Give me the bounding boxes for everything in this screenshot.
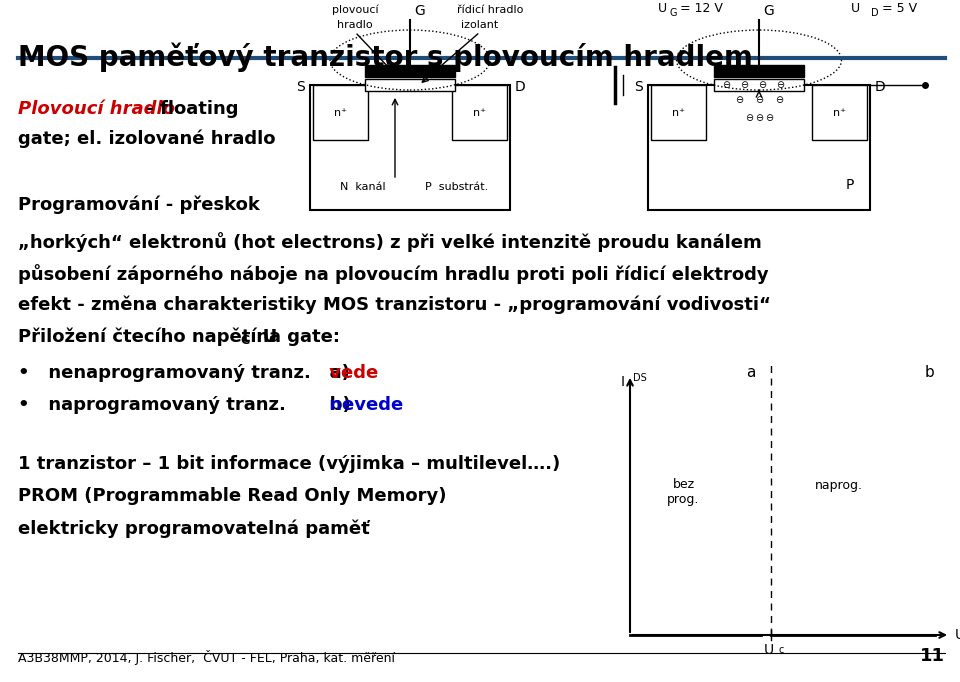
Text: efekt - změna charakteristiky MOS tranzistoru - „programování vodivosti“: efekt - změna charakteristiky MOS tranzi… — [18, 296, 771, 314]
Text: Programování - přeskok: Programování - přeskok — [18, 195, 260, 213]
Text: působení záporného náboje na plovoucím hradlu proti poli řídicí elektrody: působení záporného náboje na plovoucím h… — [18, 264, 769, 284]
Text: ⊖: ⊖ — [755, 95, 763, 105]
Text: D: D — [871, 8, 878, 18]
Bar — [714, 65, 804, 77]
Text: Přiložení čtecího napětí U: Přiložení čtecího napětí U — [18, 328, 277, 346]
Text: vede: vede — [323, 364, 378, 382]
Text: ⊖: ⊖ — [735, 95, 743, 105]
Bar — [714, 79, 804, 91]
Text: U: U — [955, 628, 960, 642]
Text: plovoucí: plovoucí — [332, 5, 378, 15]
Text: izolant: izolant — [462, 20, 498, 30]
Text: naprog.: naprog. — [815, 479, 863, 492]
Text: = 12 V: = 12 V — [676, 2, 723, 15]
Text: ⊖: ⊖ — [758, 80, 766, 90]
Text: ⊖: ⊖ — [745, 113, 753, 123]
Text: ⊖: ⊖ — [755, 113, 763, 123]
Bar — [648, 85, 870, 210]
Text: = 5 V: = 5 V — [878, 2, 917, 15]
Text: nevede: nevede — [323, 396, 403, 414]
Text: prog.: prog. — [667, 492, 700, 505]
Text: n⁺: n⁺ — [473, 108, 486, 117]
Text: c: c — [779, 645, 784, 655]
Text: D: D — [515, 80, 526, 94]
Text: řídicí hradlo: řídicí hradlo — [457, 5, 523, 15]
Text: DS: DS — [633, 373, 647, 383]
Text: G: G — [669, 8, 677, 18]
Text: „horkých“ elektronů (hot electrons) z při velké intenzitě proudu kanálem: „horkých“ elektronů (hot electrons) z př… — [18, 232, 761, 252]
Text: 1 tranzistor – 1 bit informace (výjimka – multilevel….): 1 tranzistor – 1 bit informace (výjimka … — [18, 455, 561, 473]
Text: I: I — [621, 375, 625, 389]
Text: ⊖: ⊖ — [776, 80, 784, 90]
Text: n⁺: n⁺ — [334, 108, 347, 117]
Text: MOS paměťový tranzistor s plovoucím hradlem: MOS paměťový tranzistor s plovoucím hrad… — [18, 42, 753, 72]
Text: U: U — [764, 643, 774, 657]
Text: ⊖: ⊖ — [775, 95, 783, 105]
Bar — [365, 65, 455, 77]
Text: •   nenaprogramovaný tranz.   a): • nenaprogramovaný tranz. a) — [18, 364, 349, 382]
Text: PROM (Programmable Read Only Memory): PROM (Programmable Read Only Memory) — [18, 487, 446, 505]
Text: U: U — [851, 2, 860, 15]
Text: hradlo: hradlo — [337, 20, 372, 30]
Text: bez: bez — [672, 479, 695, 492]
Text: gate; el. izolované hradlo: gate; el. izolované hradlo — [18, 130, 276, 149]
Text: G: G — [414, 4, 424, 18]
Text: 11: 11 — [920, 647, 945, 665]
Text: b: b — [925, 365, 935, 380]
Text: n⁺: n⁺ — [672, 108, 685, 117]
Text: - floating: - floating — [140, 100, 238, 118]
Text: ⊖: ⊖ — [722, 80, 730, 90]
Text: N  kanál: N kanál — [340, 182, 386, 192]
Text: S: S — [635, 80, 643, 94]
Text: ⊖: ⊖ — [740, 80, 748, 90]
Bar — [651, 85, 706, 140]
Bar — [452, 85, 507, 140]
Text: G: G — [763, 4, 774, 18]
Text: na gate:: na gate: — [250, 328, 340, 346]
Text: elektricky programovatelná paměť: elektricky programovatelná paměť — [18, 519, 370, 537]
Text: U: U — [658, 2, 667, 15]
Text: C: C — [240, 334, 250, 347]
Text: D: D — [875, 80, 886, 94]
Text: n⁺: n⁺ — [833, 108, 846, 117]
Bar — [365, 79, 455, 91]
Text: ⊖: ⊖ — [765, 113, 773, 123]
Text: •   naprogramovaný tranz.       b): • naprogramovaný tranz. b) — [18, 396, 350, 414]
Text: P: P — [846, 178, 854, 192]
Text: P  substrát.: P substrát. — [425, 182, 489, 192]
Bar — [310, 85, 510, 210]
Bar — [313, 85, 368, 140]
Text: a: a — [746, 365, 756, 380]
Text: Plovoucí hradlo: Plovoucí hradlo — [18, 100, 175, 118]
Bar — [812, 85, 867, 140]
Text: S: S — [297, 80, 305, 94]
Text: A3B38MMP, 2014, J. Fischer,  ČVUT - FEL, Praha, kat. měření: A3B38MMP, 2014, J. Fischer, ČVUT - FEL, … — [18, 650, 395, 665]
